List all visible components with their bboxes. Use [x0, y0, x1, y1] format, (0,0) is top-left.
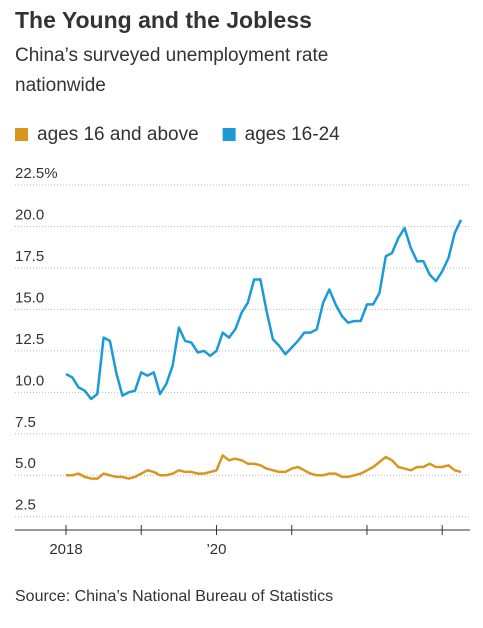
legend-label: ages 16 and above	[37, 124, 199, 145]
y-tick-label: 12.5	[15, 331, 44, 348]
y-tick-label: 2.5	[15, 497, 36, 514]
series-line	[65, 219, 463, 401]
y-tick-label: 7.5	[15, 414, 36, 431]
series-line	[66, 454, 462, 480]
y-tick-label: 15.0	[15, 289, 44, 306]
y-tick-label: 17.5	[15, 248, 44, 265]
x-tick-label: 2018	[49, 541, 82, 558]
x-tick-label: ’20	[206, 541, 226, 558]
subtitle: nationwide	[15, 75, 106, 96]
y-tick-label: 10.0	[15, 372, 44, 389]
legend-swatch	[15, 128, 28, 141]
chart-title: The Young and the Jobless	[15, 7, 312, 33]
legend-swatch	[222, 128, 236, 141]
subtitle: China’s surveyed unemployment rate	[15, 45, 328, 66]
legend-label: ages 16-24	[245, 124, 341, 145]
y-tick-label: 20.0	[15, 206, 44, 223]
y-tick-label: 22.5%	[15, 165, 58, 182]
source: Source: China’s National Bureau of Stati…	[15, 588, 333, 605]
y-tick-label: 5.0	[15, 455, 36, 472]
